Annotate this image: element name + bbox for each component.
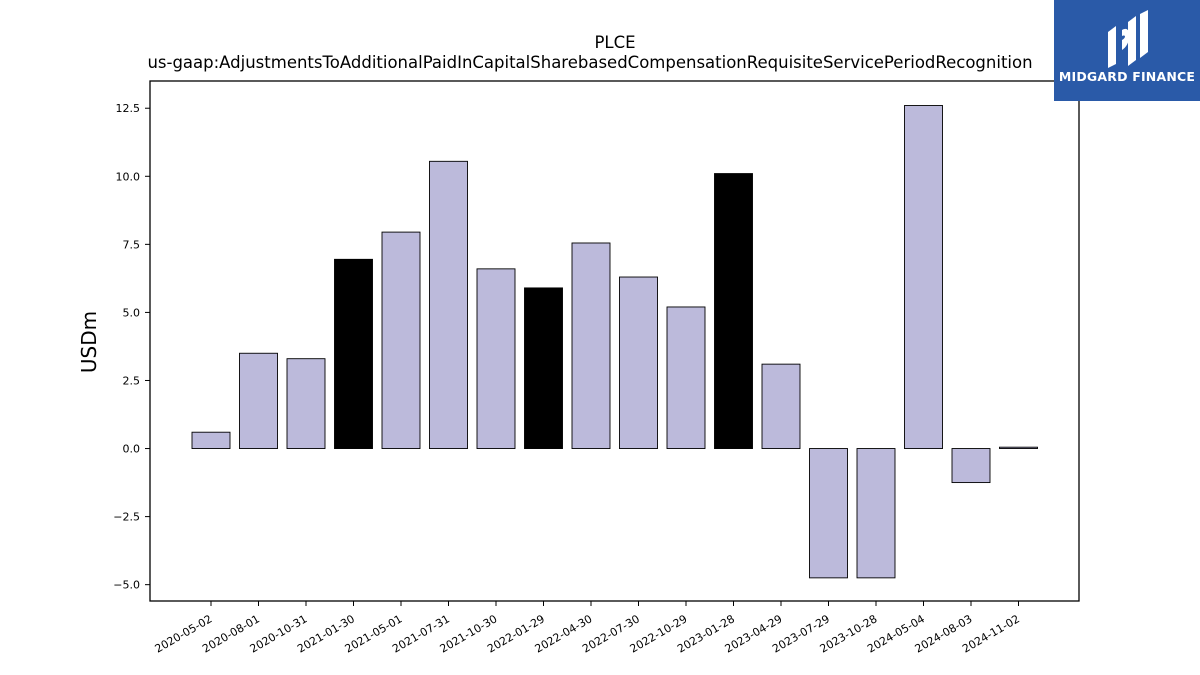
bar	[714, 173, 753, 449]
bar	[191, 431, 231, 449]
chart-title: PLCE	[594, 33, 635, 52]
plot-frame	[149, 80, 1080, 602]
y-tick-label: −5.0	[113, 579, 140, 592]
bar	[666, 306, 706, 449]
bar	[951, 448, 991, 484]
bar	[429, 160, 468, 449]
bar	[999, 446, 1038, 449]
y-tick-label: 12.5	[116, 102, 141, 115]
bar	[286, 358, 326, 449]
bar	[334, 258, 373, 449]
brand-logo: MIDGARD FINANCE	[1054, 0, 1200, 101]
bar	[904, 105, 943, 449]
bar	[524, 287, 563, 449]
y-tick-label: 7.5	[123, 238, 141, 251]
plot-area: −5.0−2.50.02.55.07.510.012.52020-05-0220…	[113, 102, 1038, 656]
midgard-logo-icon	[1108, 10, 1148, 68]
bar	[856, 448, 896, 579]
y-tick-label: 0.0	[123, 443, 141, 456]
y-tick-label: 5.0	[123, 306, 141, 319]
y-tick-label: 10.0	[116, 170, 141, 183]
bar	[476, 268, 516, 449]
chart-subtitle: us-gaap:AdjustmentsToAdditionalPaidInCap…	[147, 53, 1032, 72]
y-tick-label: −2.5	[113, 511, 140, 524]
bar	[761, 363, 801, 449]
bar	[809, 448, 848, 579]
brand-name: MIDGARD FINANCE	[1058, 69, 1196, 84]
bar	[571, 242, 611, 449]
bar	[239, 352, 278, 449]
y-tick-label: 2.5	[123, 374, 141, 387]
bar	[381, 231, 421, 449]
y-axis-label: USDm	[77, 311, 101, 373]
bar	[619, 276, 658, 449]
